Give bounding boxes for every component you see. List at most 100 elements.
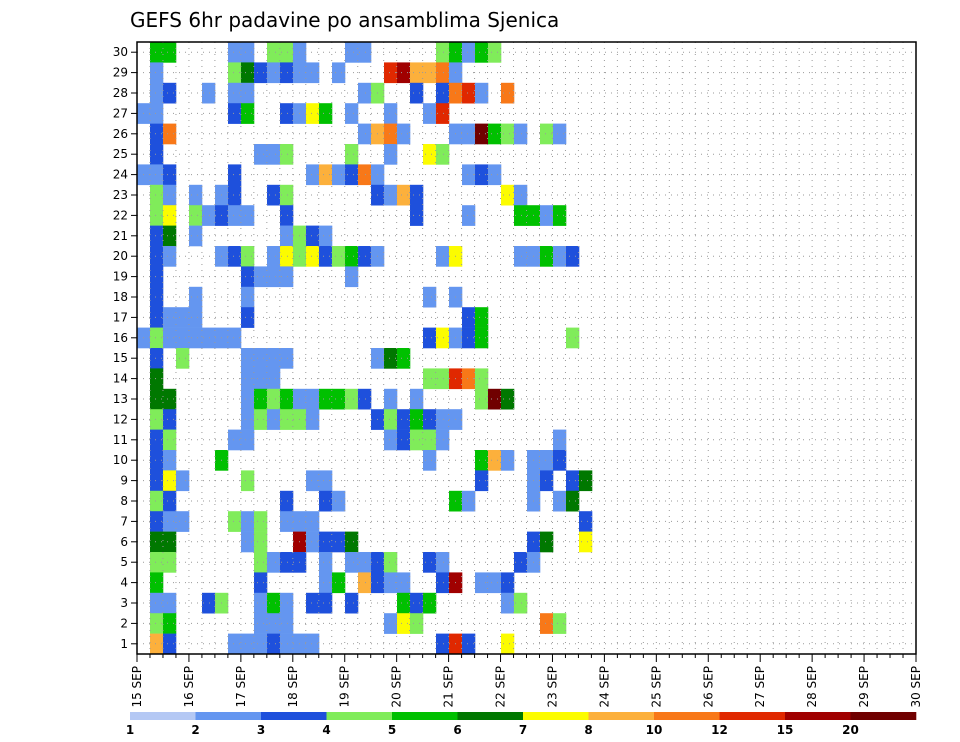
y-tick-label: 1 [120,637,128,651]
heatmap-cell [501,592,515,614]
y-tick-label: 15 [113,351,128,365]
heatmap-cell [163,205,177,226]
heatmap-cell [501,123,515,145]
heatmap-cell [306,511,320,532]
heatmap-cell [228,511,242,532]
heatmap-cell [254,348,268,369]
y-tick-label: 19 [113,270,128,284]
heatmap-cell [254,552,268,573]
heatmap-cell [462,82,476,104]
heatmap-cell [176,327,190,349]
heatmap-cell [163,470,177,492]
heatmap-cell [358,42,372,63]
heatmap-cell [514,592,528,614]
heatmap-cell [150,348,164,369]
heatmap-cell [436,144,450,165]
colorbar-label: 20 [842,723,859,737]
colorbar-swatch [195,712,262,720]
heatmap-cell [553,123,567,145]
heatmap-cell [150,592,164,614]
colorbar-label: 2 [191,723,199,737]
heatmap-cell [475,164,489,186]
heatmap-cell [553,450,567,471]
heatmap-cell [150,388,164,410]
heatmap-cell [436,409,450,430]
y-tick-label: 12 [113,412,128,426]
heatmap-cell [254,572,268,594]
heatmap-cell [384,103,398,124]
colorbar-label: 10 [646,723,663,737]
heatmap-cell [410,592,424,614]
x-tick-label: 17 SEP [234,666,248,708]
y-tick-label: 27 [113,106,128,120]
heatmap-cell [306,103,320,124]
heatmap-cell [189,327,203,349]
heatmap-cell [579,511,593,532]
heatmap-cell [241,633,255,655]
heatmap-cell [436,82,450,104]
heatmap-cell [501,450,515,471]
heatmap-cell [228,633,242,655]
colorbar-swatch [588,712,655,720]
heatmap-cell [150,531,164,553]
heatmap-cell [540,205,554,226]
heatmap-cell [150,144,164,165]
heatmap-cell [163,429,177,451]
heatmap-cell [150,62,164,84]
heatmap-cell [553,613,567,634]
heatmap-cell [410,205,424,226]
heatmap-cell [306,164,320,186]
heatmap-cell [566,327,580,349]
heatmap-cell [540,123,554,145]
y-tick-label: 22 [113,208,128,222]
heatmap-cell [306,470,320,492]
heatmap-cell [553,429,567,451]
heatmap-cell [280,409,294,430]
heatmap-cell [475,572,489,594]
heatmap-cell [423,62,437,84]
heatmap-cell [475,307,489,328]
heatmap-cell [553,490,567,512]
heatmap-cell [384,572,398,594]
heatmap-cell [397,592,411,614]
heatmap-cell [566,470,580,492]
heatmap-cell [150,368,164,390]
heatmap-cell [241,205,255,226]
heatmap-cell [228,62,242,84]
x-tick-label: 20 SEP [390,666,404,708]
y-tick-label: 28 [113,86,128,100]
heatmap-cell [397,613,411,634]
heatmap-cell [241,531,255,553]
heatmap-cell [176,470,190,492]
heatmap-cell [514,246,528,267]
heatmap-cell [202,592,216,614]
heatmap-cell [410,82,424,104]
heatmap-cell [267,613,281,634]
heatmap-cell [332,246,346,267]
heatmap-cell [176,348,190,369]
colorbar-swatch [719,712,786,720]
heatmap-cell [345,164,359,186]
heatmap-cell [189,307,203,328]
heatmap-cell [280,225,294,247]
x-axis: 15 SEP 16 SEP 17 SEP 18 SEP 19 SEP 20 SEP 21 S… [130,654,923,708]
heatmap-cell [358,82,372,104]
heatmap-cell [150,633,164,655]
heatmap-cell [280,266,294,288]
chart-title: GEFS 6hr padavine po ansamblima Sjenica [130,8,559,32]
heatmap-cell [332,490,346,512]
grid-layer [137,42,916,654]
heatmap-cell [280,490,294,512]
y-axis: 1234567891011121314151617181920212223242… [113,45,137,651]
heatmap-cell [150,307,164,328]
y-tick-label: 13 [113,392,128,406]
heatmap-cell [319,592,333,614]
y-tick-label: 21 [113,229,128,243]
heatmap-cell [189,205,203,226]
heatmap-cell [488,164,502,186]
heatmap-cell [228,164,242,186]
heatmap-cell [397,429,411,451]
heatmap-cell [228,42,242,63]
heatmap-cell [267,246,281,267]
heatmap-cell [566,490,580,512]
